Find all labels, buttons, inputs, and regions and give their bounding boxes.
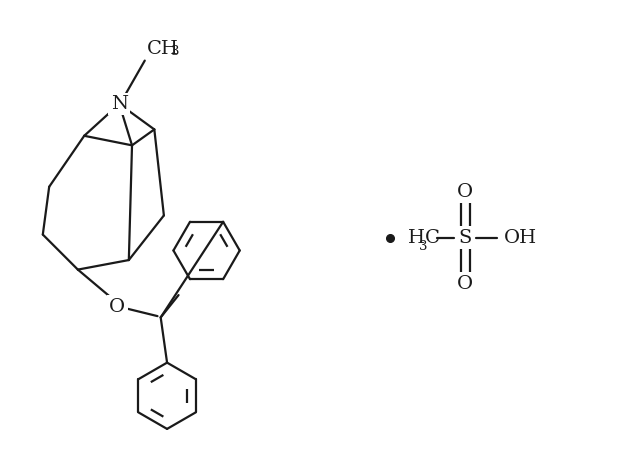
Text: O: O — [109, 297, 125, 315]
Text: N: N — [111, 95, 128, 113]
Text: H: H — [408, 229, 425, 247]
Text: 3: 3 — [419, 240, 428, 253]
Text: O: O — [457, 274, 474, 292]
Text: OH: OH — [504, 229, 537, 247]
Text: O: O — [457, 183, 474, 201]
Text: S: S — [459, 229, 472, 247]
Text: C: C — [425, 229, 440, 247]
Text: CH: CH — [147, 40, 179, 58]
Text: 3: 3 — [171, 45, 179, 58]
